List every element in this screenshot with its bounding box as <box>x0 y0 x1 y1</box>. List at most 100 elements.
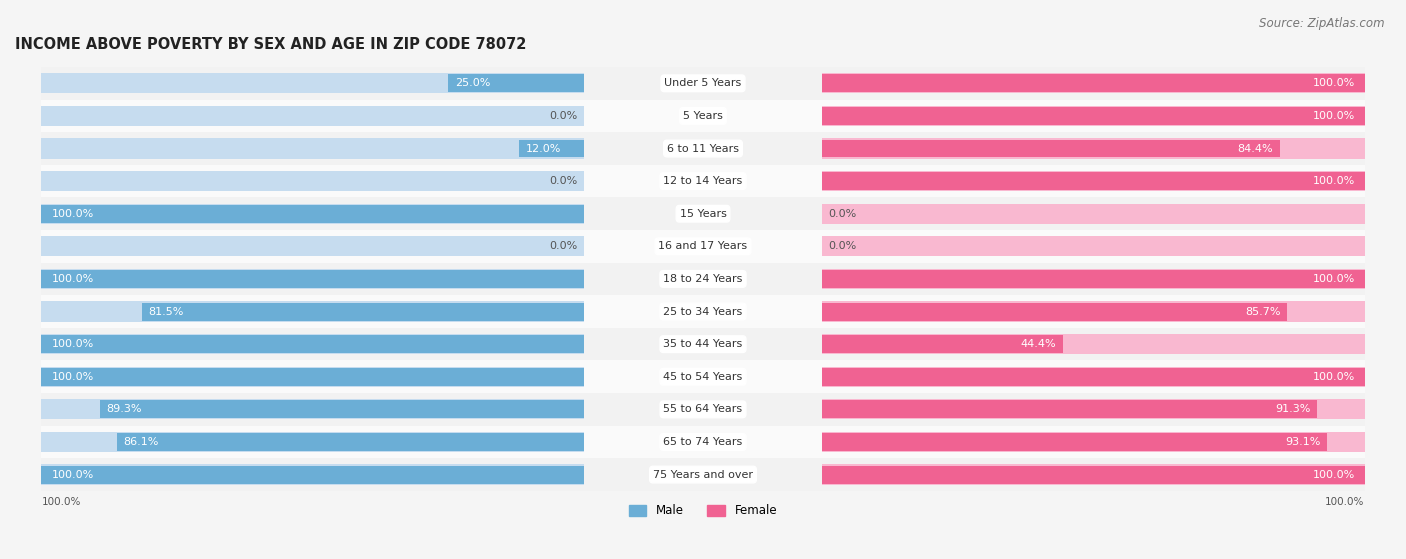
Bar <box>117 433 583 451</box>
Bar <box>823 140 1279 158</box>
Bar <box>823 368 1365 386</box>
Bar <box>41 236 583 257</box>
Bar <box>41 269 583 289</box>
Bar <box>823 465 1365 485</box>
Text: 44.4%: 44.4% <box>1021 339 1056 349</box>
Bar <box>41 368 583 386</box>
Text: 100.0%: 100.0% <box>1326 497 1365 507</box>
Text: 85.7%: 85.7% <box>1244 306 1281 316</box>
Bar <box>823 269 1365 289</box>
Text: 100.0%: 100.0% <box>41 497 80 507</box>
Text: Under 5 Years: Under 5 Years <box>665 78 741 88</box>
Bar <box>41 171 583 191</box>
Text: 65 to 74 Years: 65 to 74 Years <box>664 437 742 447</box>
Text: 100.0%: 100.0% <box>52 209 94 219</box>
Legend: Male, Female: Male, Female <box>624 500 782 522</box>
Bar <box>41 465 583 485</box>
Text: 93.1%: 93.1% <box>1285 437 1320 447</box>
Bar <box>823 301 1365 321</box>
Text: 100.0%: 100.0% <box>1312 111 1354 121</box>
Text: 100.0%: 100.0% <box>1312 470 1354 480</box>
Bar <box>41 328 1365 361</box>
Bar <box>41 73 583 93</box>
Bar <box>823 335 1063 353</box>
Text: 45 to 54 Years: 45 to 54 Years <box>664 372 742 382</box>
Text: 86.1%: 86.1% <box>124 437 159 447</box>
Text: 12 to 14 Years: 12 to 14 Years <box>664 176 742 186</box>
Bar <box>41 335 583 353</box>
Text: 55 to 64 Years: 55 to 64 Years <box>664 404 742 414</box>
Text: 18 to 24 Years: 18 to 24 Years <box>664 274 742 284</box>
Bar <box>41 458 1365 491</box>
Bar <box>823 73 1365 93</box>
Bar <box>823 334 1365 354</box>
Bar <box>41 139 583 159</box>
Text: 6 to 11 Years: 6 to 11 Years <box>666 144 740 154</box>
Text: 100.0%: 100.0% <box>52 470 94 480</box>
Bar <box>142 302 583 320</box>
Bar <box>823 107 1365 125</box>
Bar <box>41 106 583 126</box>
Bar <box>823 432 1365 452</box>
Bar <box>41 197 1365 230</box>
Bar <box>41 203 583 224</box>
Bar <box>41 165 1365 197</box>
Text: 5 Years: 5 Years <box>683 111 723 121</box>
Bar <box>41 399 583 419</box>
Text: 100.0%: 100.0% <box>1312 274 1354 284</box>
Text: 100.0%: 100.0% <box>52 372 94 382</box>
Bar <box>41 132 1365 165</box>
Text: INCOME ABOVE POVERTY BY SEX AND AGE IN ZIP CODE 78072: INCOME ABOVE POVERTY BY SEX AND AGE IN Z… <box>15 37 526 53</box>
Text: 0.0%: 0.0% <box>550 111 578 121</box>
Text: 0.0%: 0.0% <box>550 241 578 252</box>
Bar <box>41 367 583 387</box>
Text: 91.3%: 91.3% <box>1275 404 1310 414</box>
Bar <box>823 399 1365 419</box>
Bar <box>41 393 1365 425</box>
Text: 100.0%: 100.0% <box>52 339 94 349</box>
Bar <box>100 400 583 418</box>
Bar <box>41 230 1365 263</box>
Bar <box>823 171 1365 191</box>
Bar <box>823 400 1317 418</box>
Bar <box>823 433 1327 451</box>
Text: 84.4%: 84.4% <box>1237 144 1274 154</box>
Text: 0.0%: 0.0% <box>550 176 578 186</box>
Bar <box>823 466 1365 484</box>
Text: 89.3%: 89.3% <box>105 404 142 414</box>
Text: 0.0%: 0.0% <box>828 209 856 219</box>
Bar <box>823 139 1365 159</box>
Text: 25 to 34 Years: 25 to 34 Years <box>664 306 742 316</box>
Bar <box>449 74 583 92</box>
Bar <box>41 301 583 321</box>
Text: 81.5%: 81.5% <box>149 306 184 316</box>
Bar <box>41 466 583 484</box>
Bar <box>41 67 1365 100</box>
Bar <box>519 140 583 158</box>
Bar <box>823 172 1365 190</box>
Bar <box>823 270 1365 288</box>
Bar <box>41 425 1365 458</box>
Bar <box>41 361 1365 393</box>
Text: 100.0%: 100.0% <box>1312 78 1354 88</box>
Bar <box>823 74 1365 92</box>
Bar <box>823 106 1365 126</box>
Bar <box>41 295 1365 328</box>
Text: 100.0%: 100.0% <box>1312 372 1354 382</box>
Text: 100.0%: 100.0% <box>52 274 94 284</box>
Bar <box>41 205 583 222</box>
Text: Source: ZipAtlas.com: Source: ZipAtlas.com <box>1260 17 1385 30</box>
Text: 12.0%: 12.0% <box>526 144 561 154</box>
Bar <box>41 263 1365 295</box>
Bar <box>823 203 1365 224</box>
Text: 75 Years and over: 75 Years and over <box>652 470 754 480</box>
Text: 0.0%: 0.0% <box>828 241 856 252</box>
Text: 16 and 17 Years: 16 and 17 Years <box>658 241 748 252</box>
Bar <box>41 334 583 354</box>
Text: 15 Years: 15 Years <box>679 209 727 219</box>
Text: 25.0%: 25.0% <box>456 78 491 88</box>
Text: 35 to 44 Years: 35 to 44 Years <box>664 339 742 349</box>
Text: 100.0%: 100.0% <box>1312 176 1354 186</box>
Bar <box>823 302 1286 320</box>
Bar <box>823 367 1365 387</box>
